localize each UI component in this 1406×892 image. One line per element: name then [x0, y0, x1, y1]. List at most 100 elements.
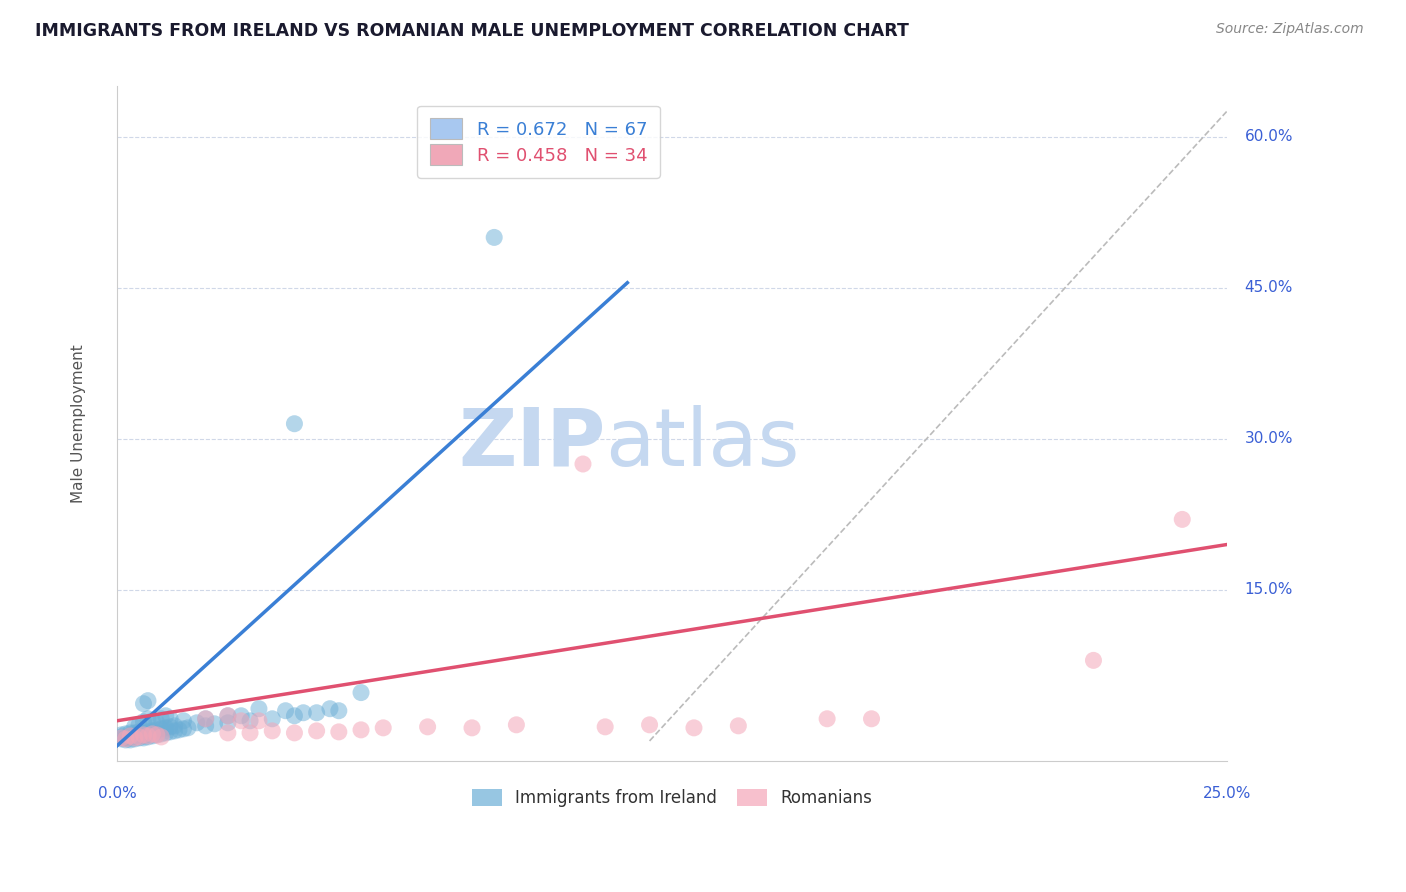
Point: [283, 708, 305, 723]
Point: [194, 712, 217, 726]
Point: [114, 731, 136, 746]
Point: [1171, 512, 1194, 526]
Text: 30.0%: 30.0%: [1244, 432, 1294, 446]
Point: [136, 712, 159, 726]
Point: [136, 730, 159, 744]
Point: [172, 714, 194, 728]
Point: [128, 718, 150, 732]
Point: [132, 697, 155, 711]
Point: [155, 708, 177, 723]
Point: [860, 712, 883, 726]
Text: atlas: atlas: [605, 405, 800, 483]
Point: [292, 706, 315, 720]
Point: [461, 721, 484, 735]
Point: [231, 708, 253, 723]
Point: [110, 731, 132, 746]
Point: [262, 723, 284, 738]
Point: [124, 729, 146, 743]
Point: [124, 731, 146, 746]
Point: [136, 729, 159, 743]
Point: [505, 718, 527, 732]
Point: [155, 721, 177, 735]
Point: [159, 712, 181, 726]
Point: [155, 726, 177, 740]
Point: [146, 728, 169, 742]
Point: [128, 728, 150, 742]
Point: [128, 731, 150, 745]
Point: [114, 731, 136, 745]
Point: [124, 720, 146, 734]
Point: [727, 719, 749, 733]
Point: [120, 729, 142, 743]
Point: [319, 702, 342, 716]
Point: [124, 731, 146, 745]
Text: 45.0%: 45.0%: [1244, 280, 1292, 295]
Point: [136, 693, 159, 707]
Point: [239, 714, 262, 728]
Point: [482, 230, 505, 244]
Point: [132, 726, 155, 740]
Point: [150, 712, 173, 726]
Point: [136, 724, 159, 739]
Point: [128, 730, 150, 744]
Point: [217, 708, 239, 723]
Point: [416, 720, 439, 734]
Point: [274, 704, 297, 718]
Point: [231, 714, 253, 728]
Text: ZIP: ZIP: [458, 405, 605, 483]
Point: [373, 721, 395, 735]
Legend: Immigrants from Ireland, Romanians: Immigrants from Ireland, Romanians: [465, 782, 879, 814]
Point: [217, 715, 239, 730]
Point: [247, 702, 270, 716]
Point: [150, 730, 173, 744]
Point: [150, 722, 173, 736]
Point: [110, 731, 132, 745]
Point: [114, 733, 136, 747]
Point: [163, 723, 186, 738]
Point: [172, 722, 194, 736]
Point: [132, 731, 155, 745]
Point: [572, 457, 595, 471]
Point: [683, 721, 706, 735]
Point: [204, 716, 226, 731]
Point: [120, 733, 142, 747]
Point: [217, 708, 239, 723]
Point: [141, 723, 163, 738]
Point: [328, 724, 350, 739]
Point: [186, 715, 208, 730]
Point: [167, 723, 190, 737]
Point: [132, 714, 155, 729]
Point: [141, 729, 163, 743]
Point: [283, 417, 305, 431]
Point: [305, 723, 328, 738]
Point: [120, 731, 142, 745]
Point: [350, 723, 373, 737]
Point: [350, 685, 373, 699]
Text: 15.0%: 15.0%: [1244, 582, 1292, 598]
Point: [194, 719, 217, 733]
Point: [247, 714, 270, 728]
Text: Source: ZipAtlas.com: Source: ZipAtlas.com: [1216, 22, 1364, 37]
Point: [146, 715, 169, 730]
Point: [815, 712, 838, 726]
Point: [262, 712, 284, 726]
Point: [283, 726, 305, 740]
Point: [150, 727, 173, 741]
Text: 25.0%: 25.0%: [1202, 786, 1251, 801]
Point: [305, 706, 328, 720]
Point: [132, 729, 155, 743]
Point: [163, 719, 186, 733]
Point: [146, 728, 169, 742]
Text: Male Unemployment: Male Unemployment: [70, 344, 86, 503]
Point: [132, 728, 155, 742]
Point: [114, 727, 136, 741]
Point: [128, 724, 150, 739]
Point: [177, 721, 200, 735]
Point: [638, 718, 661, 732]
Point: [120, 726, 142, 740]
Text: IMMIGRANTS FROM IRELAND VS ROMANIAN MALE UNEMPLOYMENT CORRELATION CHART: IMMIGRANTS FROM IRELAND VS ROMANIAN MALE…: [35, 22, 910, 40]
Point: [110, 730, 132, 744]
Point: [194, 712, 217, 726]
Point: [328, 704, 350, 718]
Point: [141, 727, 163, 741]
